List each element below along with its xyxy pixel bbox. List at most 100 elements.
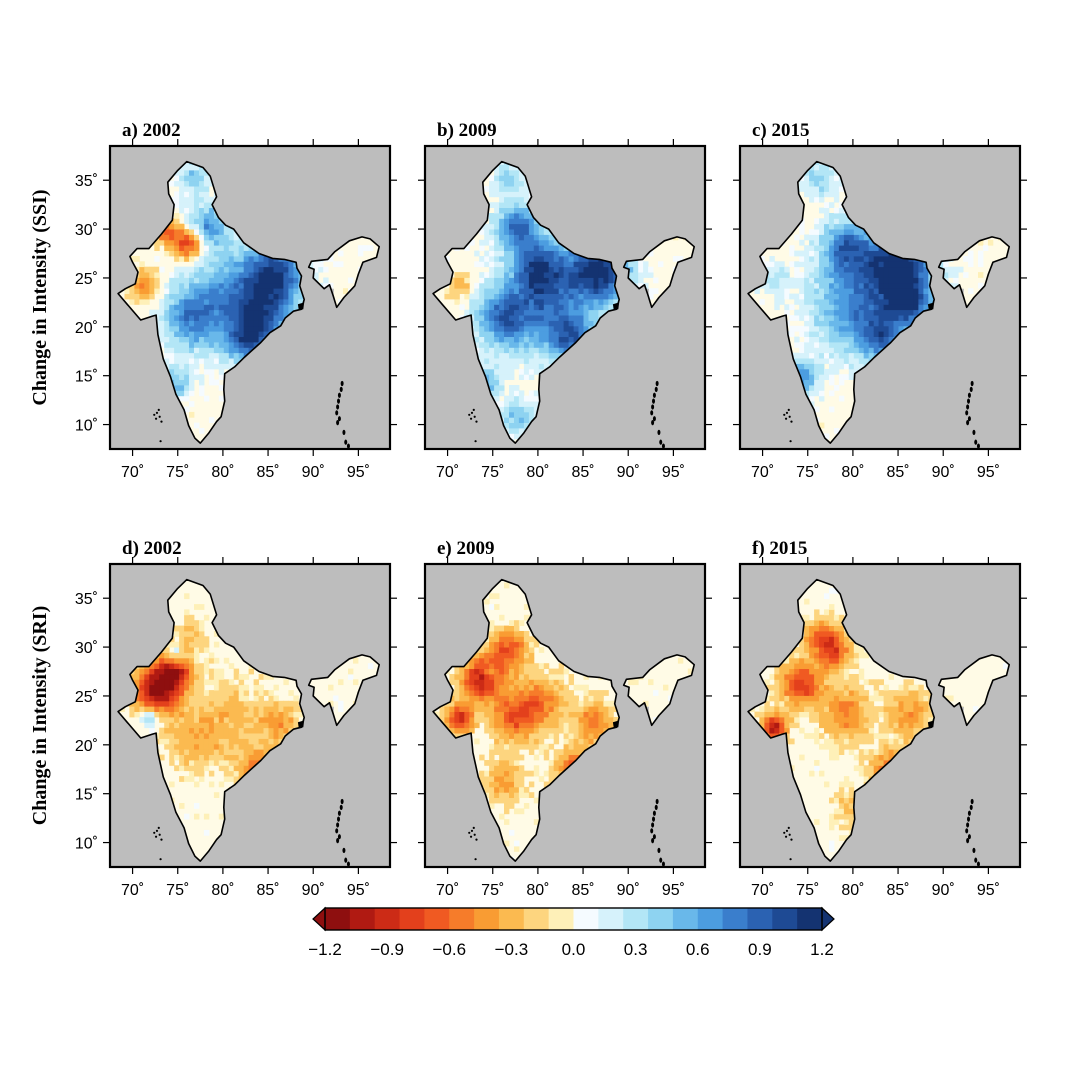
colorbar-tick-label: 0.9 — [748, 940, 772, 959]
island-marker — [336, 404, 340, 410]
lon-tick-label: 70˚ — [121, 882, 144, 899]
island-marker — [788, 833, 791, 836]
island-marker — [157, 826, 160, 830]
island-marker — [783, 413, 786, 416]
island-marker — [337, 416, 341, 422]
lon-tick-label: 75˚ — [166, 464, 189, 481]
island-marker — [974, 857, 978, 863]
colorbar-segment — [697, 908, 724, 930]
panel-title: d) 2002 — [122, 538, 182, 559]
lon-tick-label: 95˚ — [347, 882, 370, 899]
island-marker — [650, 410, 654, 416]
island-marker — [652, 834, 656, 840]
island-marker — [965, 828, 969, 834]
island-marker — [337, 810, 341, 816]
colorbar-tick-label: 0.0 — [562, 940, 586, 959]
colorbar-segment — [623, 908, 649, 930]
colorbar-segment — [374, 908, 401, 930]
map-frame — [738, 562, 1022, 869]
island-marker — [790, 838, 793, 841]
colorbar-segment — [349, 908, 376, 930]
island-marker — [652, 810, 656, 816]
island-marker — [344, 439, 348, 445]
panel-title: c) 2015 — [752, 120, 810, 141]
colorbar-segment — [722, 908, 748, 930]
island-marker — [475, 420, 478, 423]
colorbar-segment — [772, 908, 798, 930]
island-marker — [474, 440, 477, 443]
island-marker — [787, 826, 790, 830]
lon-tick-label: 95˚ — [977, 464, 1000, 481]
map-panel-f: f) 2015 70˚ 75˚ 80˚ 85˚ 90˚ 95˚ — [733, 538, 1027, 899]
island-marker — [470, 411, 474, 414]
island-marker — [335, 410, 339, 416]
lon-tick-label: 90˚ — [932, 464, 955, 481]
island-marker — [469, 835, 473, 838]
lat-tick-label: 20˚ — [75, 320, 98, 337]
island-marker — [965, 410, 969, 416]
island-marker — [154, 835, 158, 838]
lat-tick-label: 20˚ — [75, 738, 98, 755]
island-marker — [340, 380, 344, 387]
island-marker — [158, 415, 161, 418]
island-marker — [342, 847, 346, 853]
colorbar-segment — [325, 908, 351, 930]
lon-tick-label: 95˚ — [662, 464, 685, 481]
island-marker — [651, 838, 655, 844]
island-marker — [654, 386, 658, 392]
island-marker — [652, 816, 656, 822]
island-marker — [468, 413, 471, 416]
lon-tick-label: 90˚ — [302, 464, 325, 481]
lon-tick-label: 90˚ — [932, 882, 955, 899]
island-marker — [337, 392, 341, 398]
map-panel-e: e) 2009 70˚ 75˚ 80˚ 85˚ 90˚ 95˚ — [418, 538, 712, 899]
colorbar-segment — [523, 908, 550, 930]
lon-tick-label: 85˚ — [257, 464, 280, 481]
island-marker — [789, 440, 792, 443]
island-marker — [336, 420, 340, 426]
lat-tick-label: 35˚ — [75, 591, 98, 608]
colorbar-segment — [573, 908, 599, 930]
lon-tick-label: 75˚ — [166, 882, 189, 899]
colorbar-segment — [424, 908, 450, 930]
island-marker — [475, 838, 478, 841]
island-marker — [976, 443, 980, 449]
island-marker — [337, 398, 341, 404]
island-marker — [337, 834, 341, 840]
island-marker — [652, 392, 656, 398]
island-marker — [654, 804, 658, 810]
island-marker — [966, 404, 970, 410]
island-marker — [969, 804, 973, 810]
island-marker — [336, 822, 340, 828]
island-marker — [468, 831, 471, 834]
island-marker — [655, 798, 659, 805]
colorbar-segment — [449, 908, 475, 930]
island-marker — [661, 443, 665, 449]
island-marker — [967, 834, 971, 840]
lon-tick-label: 85˚ — [572, 464, 595, 481]
island-marker — [966, 838, 970, 844]
lon-tick-label: 80˚ — [841, 464, 864, 481]
lat-tick-label: 25˚ — [75, 271, 98, 288]
island-marker — [155, 829, 159, 832]
lon-tick-label: 80˚ — [526, 464, 549, 481]
india-outline — [747, 578, 1010, 862]
lat-tick-label: 15˚ — [75, 787, 98, 804]
island-marker — [158, 833, 161, 836]
island-marker — [972, 429, 976, 435]
island-marker — [966, 420, 970, 426]
colorbar-segment — [474, 908, 500, 930]
colorbar-max-arrow — [821, 906, 835, 932]
panel-title: e) 2009 — [437, 538, 495, 559]
colorbar-segment — [498, 908, 525, 930]
lon-tick-label: 95˚ — [662, 882, 685, 899]
lon-tick-label: 85˚ — [887, 464, 910, 481]
lon-tick-label: 90˚ — [617, 882, 640, 899]
island-marker — [784, 417, 788, 420]
island-marker — [661, 861, 665, 867]
lon-tick-label: 90˚ — [302, 882, 325, 899]
colorbar-tick-label: −0.3 — [495, 940, 529, 959]
island-marker — [346, 861, 350, 867]
row-label: Change in Intensity (SSI) — [29, 189, 51, 405]
map-frame — [423, 562, 707, 869]
